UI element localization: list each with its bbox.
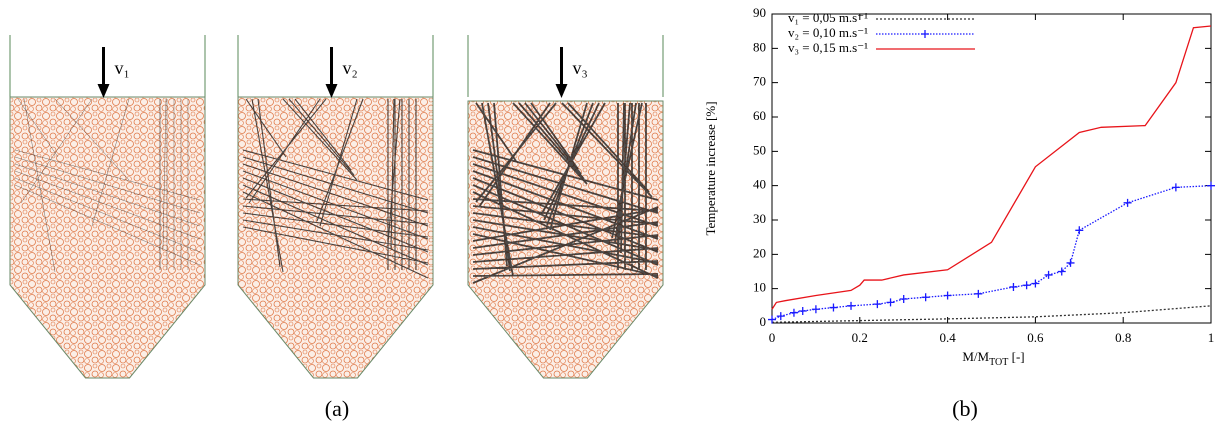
point-marker	[1022, 281, 1031, 290]
panel-label: (b)	[952, 396, 978, 421]
silo-wall	[9, 35, 206, 97]
point-marker	[921, 293, 930, 302]
point-marker	[1066, 258, 1075, 267]
force-chains	[472, 102, 659, 284]
arrow-head	[555, 84, 568, 98]
chart: 0 10 20 30 40 50 60 70 80 90 0 0.2 0.4 0.6 0.8 1 Tempera…	[703, 5, 1215, 368]
legend-label: v₁ = 0,05 m.s⁻¹	[788, 10, 868, 25]
panel-label: (a)	[325, 396, 349, 421]
series-line	[771, 185, 1212, 321]
point-marker	[1123, 198, 1132, 207]
point-marker	[873, 300, 882, 309]
x-axis-label-part: [-]	[1008, 349, 1024, 364]
x-tick-label: 0	[769, 330, 776, 345]
point-marker	[943, 291, 952, 300]
point-marker	[886, 298, 895, 307]
point-marker	[768, 315, 776, 324]
point-marker	[798, 306, 807, 315]
y-tick-label: 30	[753, 211, 766, 226]
arrow-label: v₃	[573, 58, 588, 78]
silo-wall	[237, 35, 434, 97]
silo-panel: v₁ v₂ v₃	[9, 35, 664, 379]
x-axis-label-part: TOT	[989, 357, 1008, 368]
arrow-head	[325, 84, 338, 98]
y-tick-label: 90	[753, 5, 766, 20]
arrow-label: v₁	[115, 58, 130, 78]
silo-fill	[237, 96, 434, 379]
y-tick-label: 10	[753, 280, 766, 295]
silo-fill	[9, 96, 206, 379]
legend-label: v₃ = 0,15 m.s⁻¹	[788, 40, 868, 55]
silo-wall	[467, 35, 664, 97]
arrow-head	[97, 84, 110, 98]
point-marker	[811, 305, 820, 314]
force-chains	[242, 98, 429, 279]
point-marker	[776, 312, 785, 321]
y-axis-label: Temperature increase [%]	[703, 101, 718, 235]
y-tick-label: 50	[753, 142, 766, 157]
series-line	[771, 305, 1212, 323]
point-marker	[829, 303, 838, 312]
x-tick-label: 0.6	[1027, 330, 1044, 345]
x-tick-label: 0.8	[1115, 330, 1131, 345]
legend-label: v₂ = 0,10 m.s⁻¹	[788, 25, 868, 40]
legend-marker	[921, 30, 929, 38]
force-chains	[14, 98, 201, 273]
arrow-label: v₂	[343, 58, 358, 78]
x-tick-label: 1	[1208, 330, 1215, 345]
point-marker	[1031, 279, 1040, 288]
point-marker	[847, 301, 856, 310]
point-marker	[974, 289, 983, 298]
y-tick-label: 40	[753, 177, 766, 192]
x-tick-label: 0.2	[852, 330, 868, 345]
point-marker	[789, 308, 798, 317]
x-axis-label: M/MTOT [-]	[962, 349, 1024, 368]
point-marker	[1009, 282, 1018, 291]
x-tick-label: 0.4	[939, 330, 956, 345]
y-tick-label: 70	[753, 74, 766, 89]
y-tick-label: 0	[760, 314, 767, 329]
point-marker	[1057, 267, 1066, 276]
point-marker	[899, 294, 908, 303]
series-line	[771, 25, 1212, 310]
point-marker	[1044, 270, 1053, 279]
point-marker	[1207, 181, 1215, 190]
y-tick-label: 80	[753, 39, 766, 54]
y-tick-label: 60	[753, 108, 766, 123]
point-marker	[1171, 183, 1180, 192]
x-axis-label-part: M/M	[962, 349, 989, 364]
y-tick-label: 20	[753, 245, 766, 260]
point-marker	[1075, 226, 1084, 235]
plot-frame	[771, 13, 1212, 324]
